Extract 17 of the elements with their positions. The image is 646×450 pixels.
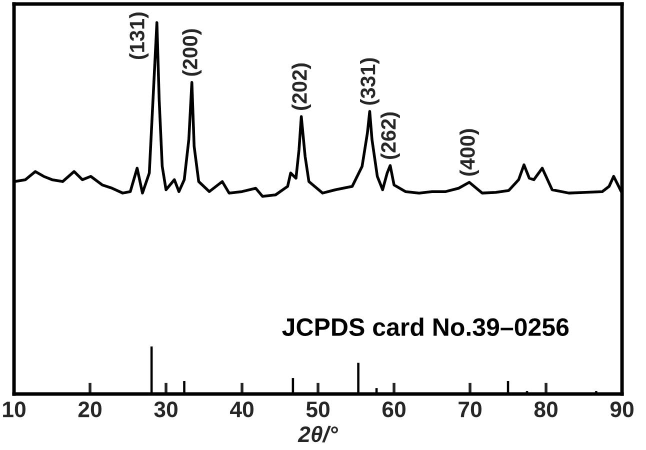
x-tick-label: 90 [610,402,634,418]
x-tick-label: 30 [154,402,178,418]
x-tick-label: 10 [3,402,26,418]
annotation: (202) [292,63,312,110]
x-tick-label: 20 [78,402,102,418]
annotation: (131) [129,12,149,60]
x-tick-label: 60 [382,402,406,418]
series-label: JCPDS card No.39–0256 [282,318,569,336]
annotation: (331) [360,58,380,105]
x-axis-title: 2θ/° [298,426,338,442]
x-tick-label: 50 [306,402,330,418]
annotation: (400) [460,129,479,176]
x-tick-label: 70 [458,402,482,418]
x-tick-label: 40 [230,402,254,418]
annotation: (262) [380,112,400,159]
annotation: (200) [182,29,202,76]
x-tick-label: 80 [534,402,558,418]
